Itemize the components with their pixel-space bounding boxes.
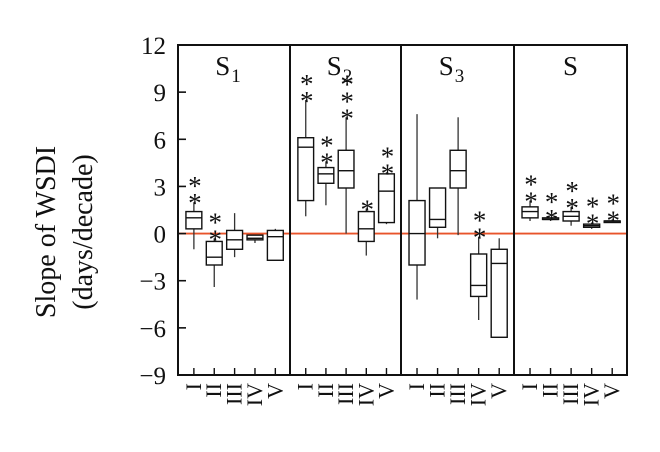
significance-star: * [565,176,579,206]
y-tick-label: 3 [154,174,167,201]
significance-star: * [300,69,314,99]
significance-star: * [473,206,487,236]
x-category-label: IV [579,383,604,406]
y-tick-label: −6 [139,316,166,343]
y-axis-label: Slope of WSDI (days/decade) [31,146,99,318]
panel-title: S [563,51,578,81]
plot-area: 129630−3−6−9S1****IIIIIIIVVS2**********I… [139,33,628,406]
y-axis-label-line1: Slope of WSDI [31,146,62,318]
box-iqr [377,173,396,224]
significance-star: * [340,103,354,133]
x-category-label: V [486,383,511,399]
x-category-label: III [222,383,247,405]
significance-star: * [524,187,538,217]
x-category-label: III [445,383,470,405]
box-iqr [490,248,508,338]
y-axis-label-line2: (days/decade) [68,154,99,309]
box-iqr [469,253,488,298]
significance-star: * [545,187,559,217]
significance-star: * [320,147,334,177]
significance-star: * [586,209,600,239]
significance-star: * [586,192,600,222]
y-tick-label: 0 [154,222,167,249]
y-tick-label: 6 [154,127,167,154]
significance-star: * [545,204,559,234]
x-category-label: I [181,383,206,390]
y-tick-label: −9 [139,363,166,390]
box-iqr [317,166,335,184]
panel-title-subscript: 1 [231,66,241,87]
significance-star: * [208,224,222,254]
significance-star: * [473,223,487,253]
significance-star: * [524,170,538,200]
panel-title-subscript: 3 [455,66,465,87]
box-iqr [428,187,447,228]
significance-star: * [361,194,375,224]
significance-star: * [606,188,620,218]
significance-star: * [565,193,579,223]
y-tick-label: 12 [141,33,166,60]
x-category-label: IV [466,383,491,406]
box-iqr [246,234,264,241]
box-iqr [337,149,355,189]
box-iqr [205,240,223,266]
x-category-label: V [599,383,624,399]
significance-star: * [208,207,222,237]
box-iqr [185,210,203,230]
panel-title: S3 [439,51,465,87]
significance-star: * [188,188,202,218]
significance-star: * [340,69,354,99]
significance-star: * [606,205,620,235]
significance-star: * [188,171,202,201]
x-category-label: IV [242,383,267,406]
x-category-label: I [293,383,318,390]
x-category-label: II [313,383,338,398]
x-category-label: II [201,383,226,398]
significance-star: * [381,158,395,188]
y-tick-label: −3 [139,269,166,296]
x-category-label: IV [353,383,378,406]
box-iqr [357,210,375,243]
plot-frame [177,44,628,376]
box-iqr [521,206,539,219]
x-category-label: III [333,383,358,405]
x-category-label: III [558,383,583,405]
x-category-label: II [538,383,563,398]
x-category-label: II [425,383,450,398]
box-iqr [266,229,284,261]
significance-star: * [340,86,354,116]
panel-title-subscript: 2 [343,66,353,87]
x-category-label: V [262,383,287,399]
x-category-label: V [373,383,398,399]
significance-star: * [300,86,314,116]
significance-star: * [381,141,395,171]
x-category-label: I [404,383,429,390]
box-iqr [449,149,467,189]
significance-star: * [320,130,334,160]
panel-title: S1 [215,51,241,87]
x-category-label: I [517,383,542,390]
box-iqr [297,137,315,202]
y-tick-label: 9 [154,80,167,107]
box-iqr [408,199,426,266]
